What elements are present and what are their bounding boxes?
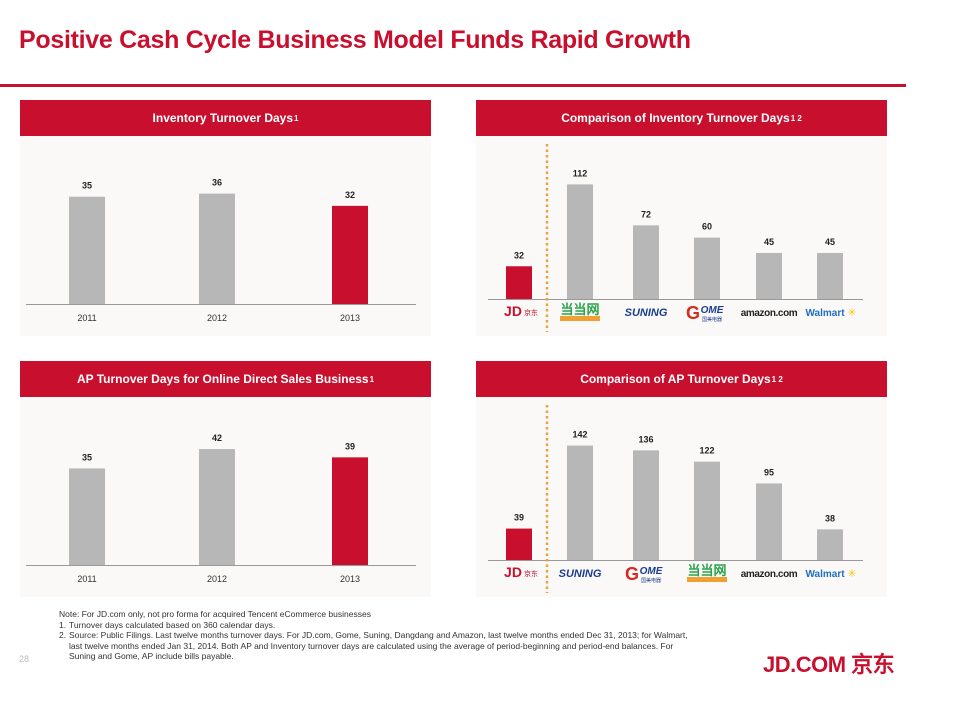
- data-label: 72: [641, 209, 651, 219]
- gome-logo-mark: G: [625, 564, 639, 584]
- chart-title: Comparison of AP Turnover Days 1 2: [476, 361, 887, 397]
- logo-walmart: Walmart ✳: [805, 567, 856, 580]
- walmart-logo: Walmart: [805, 308, 845, 319]
- bar-amazon-com: [756, 483, 782, 560]
- chart-title: AP Turnover Days for Online Direct Sales…: [20, 361, 431, 397]
- chart-ap-comparison: Comparison of AP Turnover Days 1 2 39 JD 京东…: [476, 361, 887, 597]
- footnote-1: 1. Turnover days calculated based on 360 …: [59, 619, 276, 630]
- chart-canvas: 35 2011 36 2012 32 2013: [26, 178, 416, 323]
- bar-jd-com: [506, 266, 532, 299]
- suning-logo: SUNING: [559, 568, 602, 580]
- data-label: 122: [699, 446, 714, 456]
- bar-suning: [633, 225, 659, 299]
- gome-logo-sub: 国美电器: [641, 577, 661, 584]
- dangdang-logo-bar: [560, 316, 600, 321]
- chart-inventory-comparison: Comparison of Inventory Turnover Days 1 2…: [476, 100, 887, 336]
- bar-suning: [567, 445, 593, 560]
- data-label: 60: [702, 222, 712, 232]
- data-label: 95: [764, 467, 774, 477]
- logo-dangdang: 当当网: [560, 302, 600, 321]
- x-tick-label: 2013: [340, 574, 360, 584]
- data-label: 45: [764, 237, 774, 247]
- bar-2012: [199, 193, 235, 304]
- gome-logo-sub: 国美电器: [702, 316, 722, 323]
- bar-walmart: [817, 529, 843, 560]
- logo-walmart: Walmart ✳: [805, 306, 856, 319]
- data-label: 42: [212, 433, 222, 443]
- chart-ap-turnover: AP Turnover Days for Online Direct Sales…: [20, 361, 431, 597]
- dangdang-logo: 当当网: [560, 302, 599, 317]
- chart-inventory-turnover: Inventory Turnover Days 1 35 2011 36 2012 32 2…: [20, 100, 431, 336]
- chart-title: Inventory Turnover Days 1: [20, 100, 431, 136]
- gome-logo-mark: G: [686, 303, 700, 323]
- data-label: 39: [345, 441, 355, 451]
- logo-suning: SUNING: [559, 568, 602, 580]
- bar-2013: [332, 457, 368, 565]
- data-label: 39: [514, 513, 524, 523]
- walmart-spark-icon: ✳: [847, 306, 856, 319]
- bar-dangdang: [694, 461, 720, 560]
- data-label: 35: [82, 452, 92, 462]
- dangdang-logo-bar: [687, 577, 727, 582]
- data-label: 142: [572, 430, 587, 440]
- jd-brand-logo: JD.COM 京东: [763, 652, 895, 677]
- x-tick-label: 2012: [207, 313, 227, 323]
- x-tick-label: 2011: [77, 574, 96, 584]
- bar-2011: [69, 196, 105, 304]
- x-tick-label: 2011: [77, 313, 96, 323]
- bar-amazon-com: [756, 252, 782, 299]
- footnotes: Note: For JD.com only, not pro forma for…: [59, 609, 699, 662]
- x-tick-label: 2012: [207, 574, 227, 584]
- walmart-logo: Walmart: [805, 569, 845, 580]
- bar-2011: [69, 468, 105, 565]
- bar-jd-com: [506, 528, 532, 560]
- bar-dangdang: [567, 184, 593, 299]
- jd-logo-sub: 京东: [524, 569, 538, 578]
- jd-logo-sub: 京东: [524, 308, 538, 317]
- amazon-logo: amazon.com: [741, 308, 798, 319]
- footnote-note: Note: For JD.com only, not pro forma for…: [59, 609, 371, 619]
- amazon-logo: amazon.com: [741, 569, 798, 580]
- data-label: 38: [825, 513, 835, 523]
- jd-logo: JD: [504, 303, 522, 319]
- walmart-spark-icon: ✳: [847, 567, 856, 580]
- bar-2013: [332, 205, 368, 304]
- bar-gome: [633, 450, 659, 560]
- logo-jd: JD 京东: [504, 564, 538, 580]
- data-label: 136: [638, 434, 653, 444]
- footnote-2: 2. Source: Public Filings. Last twelve mo…: [59, 630, 688, 661]
- logo-suning: SUNING: [625, 307, 668, 319]
- data-label: 36: [212, 178, 222, 188]
- chart-canvas: 35 2011 42 2012 39 2013: [26, 433, 416, 584]
- jd-logo: JD: [504, 564, 522, 580]
- logo-amazon: amazon.com: [741, 308, 798, 319]
- gome-logo: OME: [640, 566, 663, 577]
- x-tick-label: 2013: [340, 313, 360, 323]
- logo-dangdang: 当当网: [687, 563, 727, 582]
- data-label: 32: [345, 190, 355, 200]
- page-title: Positive Cash Cycle Business Model Funds…: [19, 26, 691, 54]
- logo-amazon: amazon.com: [741, 569, 798, 580]
- suning-logo: SUNING: [625, 307, 668, 319]
- logo-jd: JD 京东: [504, 303, 538, 319]
- data-label: 45: [825, 237, 835, 247]
- dangdang-logo: 当当网: [687, 563, 726, 578]
- chart-title: Comparison of Inventory Turnover Days 1 2: [476, 100, 887, 136]
- page-number: 28: [19, 654, 30, 664]
- data-label: 32: [514, 250, 524, 260]
- data-label: 35: [82, 181, 92, 191]
- data-label: 112: [573, 168, 588, 178]
- bar-walmart: [817, 252, 843, 299]
- title-rule: [0, 84, 906, 87]
- bar-2012: [199, 449, 235, 565]
- bar-gome: [694, 237, 720, 299]
- gome-logo: OME: [701, 305, 724, 316]
